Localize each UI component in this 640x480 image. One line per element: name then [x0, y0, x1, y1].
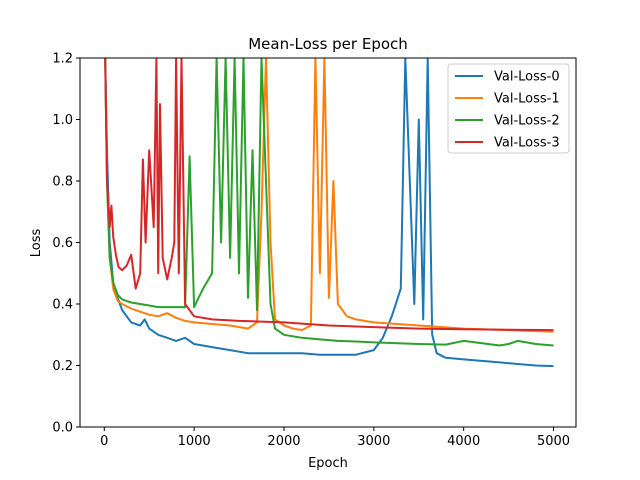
x-axis-title: Epoch	[308, 456, 348, 471]
legend-label-3: Val-Loss-3	[494, 136, 560, 151]
y-tick-label: 0.2	[52, 359, 73, 374]
series-line-1	[104, 58, 554, 333]
x-tick-label: 2000	[267, 434, 300, 449]
y-tick-label: 1.0	[52, 113, 73, 128]
y-tick-label: 0.6	[52, 236, 73, 251]
chart-title: Mean-Loss per Epoch	[248, 35, 408, 53]
y-tick-label: 0.8	[52, 175, 73, 190]
legend-label-1: Val-Loss-1	[494, 92, 560, 107]
series-line-3	[104, 58, 554, 332]
legend: Val-Loss-0 Val-Loss-1 Val-Loss-2 Val-Loss-3	[447, 63, 570, 154]
x-tick-label: 4000	[447, 434, 480, 449]
x-tick-label: 3000	[357, 434, 390, 449]
legend-label-2: Val-Loss-2	[494, 114, 560, 129]
x-tick-label: 1000	[178, 434, 211, 449]
legend-label-0: Val-Loss-0	[494, 70, 560, 85]
series-line-0	[104, 58, 554, 368]
y-tick-label: 0.4	[52, 298, 73, 313]
y-tick-label: 1.2	[52, 52, 73, 67]
y-tick-label: 0.0	[52, 421, 73, 436]
series-line-2	[104, 58, 554, 347]
legend-box	[447, 63, 570, 154]
y-axis-title: Loss	[29, 229, 44, 258]
x-tick-label: 5000	[537, 434, 570, 449]
x-tick-label: 0	[100, 434, 108, 449]
plot-area	[104, 58, 554, 368]
y-axis: 0.0 0.2 0.4 0.6 0.8 1.0 1.2	[52, 52, 80, 436]
x-axis: 0 1000 2000 3000 4000 5000	[100, 427, 570, 449]
